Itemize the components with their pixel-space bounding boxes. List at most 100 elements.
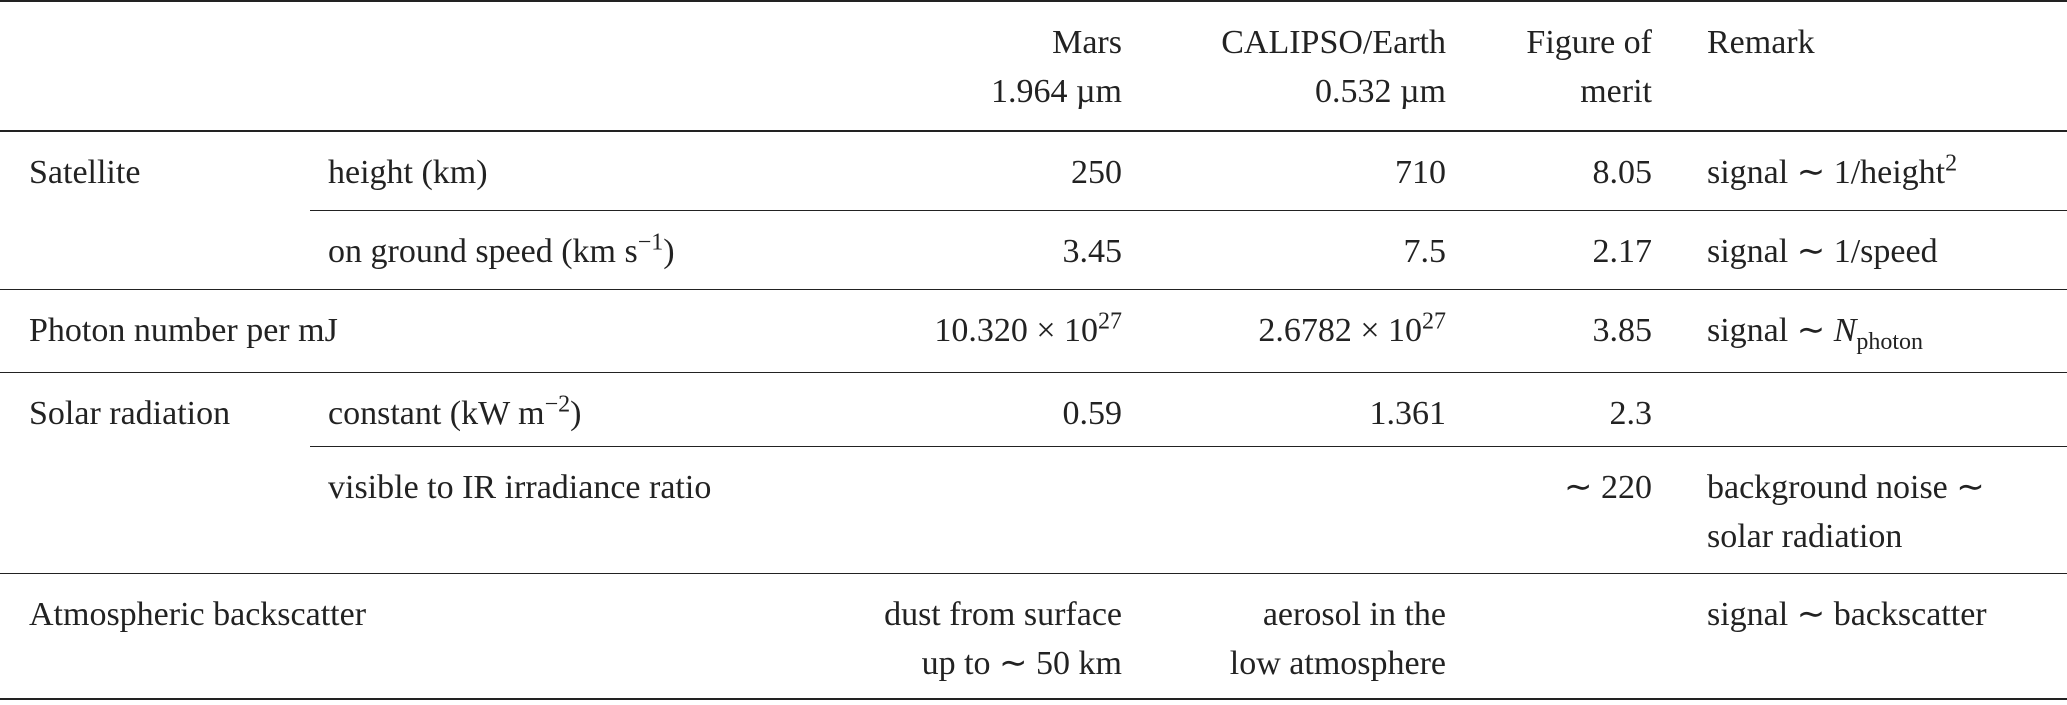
text: Atmospheric backscatter <box>29 595 367 633</box>
cell: aerosol in the low atmosphere <box>1140 572 1464 700</box>
cell <box>0 0 310 132</box>
line: CALIPSO/Earth <box>1158 18 1446 67</box>
supscript: 27 <box>1422 308 1446 335</box>
table-row: Atmospheric backscatter dust from surface… <box>0 572 2067 700</box>
cell: 2.17 <box>1464 209 1670 289</box>
text: CALIPSO/Earth <box>1221 24 1446 61</box>
table-row: visible to IR irradiance ratio ∼ 220 backg… <box>0 445 2067 573</box>
cell: 8.05 <box>1464 130 1670 210</box>
text: signal ∼ <box>1707 311 1834 349</box>
cell: constant (kW m−2) <box>310 371 790 446</box>
text: merit <box>1580 73 1652 110</box>
text: 2.6782 × 10 <box>1258 311 1422 349</box>
italic-text: N <box>1833 311 1857 349</box>
text: solar radiation <box>1707 517 1903 555</box>
text: ∼ 220 <box>1564 468 1652 506</box>
cell: CALIPSO/Earth 0.532 µm <box>1140 0 1464 132</box>
text: Figure of <box>1526 24 1652 61</box>
cell: 3.85 <box>1464 288 1670 372</box>
table-row: Solar radiation constant (kW m−2) 0.59 1.36… <box>0 371 2067 573</box>
text: visible to IR irradiance ratio <box>328 468 712 506</box>
line: dust from surface <box>808 590 1122 639</box>
supscript: −1 <box>637 229 664 256</box>
text: background noise ∼ <box>1707 468 1985 506</box>
cell: height (km) <box>310 130 790 210</box>
line: merit <box>1482 67 1652 116</box>
text: 0.59 <box>1062 394 1123 432</box>
text: ) <box>663 232 675 270</box>
text: dust from surface <box>884 595 1122 633</box>
line: low atmosphere <box>1158 639 1446 688</box>
cell: 3.45 <box>790 209 1140 289</box>
text: 0.532 µm <box>1314 73 1446 110</box>
text: signal ∼ 1/height <box>1707 154 1946 191</box>
cell: 10.320 × 1027 <box>790 288 1140 372</box>
table-row: Satellite height (km) 250 710 8.05 signal ∼ 1… <box>0 130 2067 289</box>
text: Satellite <box>29 154 141 191</box>
cell <box>1140 445 1464 573</box>
text: 2.17 <box>1592 232 1653 270</box>
text: 3.85 <box>1592 311 1653 349</box>
text: Photon number per mJ <box>29 311 338 349</box>
line: aerosol in the <box>1158 590 1446 639</box>
text: 10.320 × 10 <box>934 311 1098 349</box>
cell <box>1670 371 2067 446</box>
cell: Photon number per mJ <box>0 288 790 372</box>
cell: 710 <box>1140 130 1464 210</box>
line: solar radiation <box>1707 512 2049 561</box>
cell: Solar radiation <box>0 371 310 573</box>
text: Solar radiation <box>29 394 231 432</box>
line: 1.964 µm <box>808 67 1122 116</box>
text: signal ∼ backscatter <box>1707 595 1987 633</box>
cell: signal ∼ backscatter <box>1670 572 2067 700</box>
cell: signal ∼ 1/height2 <box>1670 130 2067 210</box>
line: background noise ∼ <box>1707 463 2049 512</box>
text: up to ∼ 50 km <box>921 644 1122 682</box>
table-row: on ground speed (km s−1) 3.45 7.5 2.17 signa… <box>0 209 2067 289</box>
text: signal ∼ 1/speed <box>1707 232 1938 270</box>
text: 3.45 <box>1062 232 1123 270</box>
text: 8.05 <box>1592 154 1653 191</box>
line: 0.532 µm <box>1158 67 1446 116</box>
text: low atmosphere <box>1229 644 1446 682</box>
subscript: photon <box>1856 328 1924 355</box>
cell: Mars 1.964 µm <box>790 0 1140 132</box>
text: aerosol in the <box>1262 595 1446 633</box>
text: on ground speed (km s <box>328 232 638 270</box>
cell: 250 <box>790 130 1140 210</box>
cell: 7.5 <box>1140 209 1464 289</box>
cell: signal ∼ 1/speed <box>1670 209 2067 289</box>
cell: Atmospheric backscatter <box>0 572 790 700</box>
cell <box>1464 572 1670 700</box>
cell: 2.3 <box>1464 371 1670 446</box>
text: 7.5 <box>1403 232 1447 270</box>
text: 710 <box>1395 154 1446 191</box>
text: Remark <box>1707 24 1815 61</box>
header-row: Mars 1.964 µm CALIPSO/Earth 0.532 µm Figure … <box>0 0 2067 132</box>
cell: background noise ∼ solar radiation <box>1670 445 2067 573</box>
text: 2.3 <box>1609 394 1653 432</box>
cell: Remark <box>1670 0 2067 132</box>
cell: Figure of merit <box>1464 0 1670 132</box>
text: height (km) <box>328 154 488 191</box>
table-row: Photon number per mJ 10.320 × 1027 2.6782 … <box>0 288 2067 372</box>
text: constant (kW m <box>328 394 545 432</box>
supscript: 27 <box>1098 308 1122 335</box>
text: 1.964 µm <box>990 73 1122 110</box>
text: ) <box>570 394 582 432</box>
line: Mars <box>808 18 1122 67</box>
text: 250 <box>1071 154 1122 191</box>
cell: signal ∼ Nphoton <box>1670 288 2067 372</box>
cell <box>790 445 1140 573</box>
supscript: −2 <box>544 391 571 418</box>
cell: 1.361 <box>1140 371 1464 446</box>
cell: 2.6782 × 1027 <box>1140 288 1464 372</box>
supscript: 2 <box>1945 150 1958 177</box>
cell: on ground speed (km s−1) <box>310 209 790 289</box>
line: up to ∼ 50 km <box>808 639 1122 688</box>
cell: visible to IR irradiance ratio <box>310 445 790 573</box>
text: Mars <box>1052 24 1122 61</box>
